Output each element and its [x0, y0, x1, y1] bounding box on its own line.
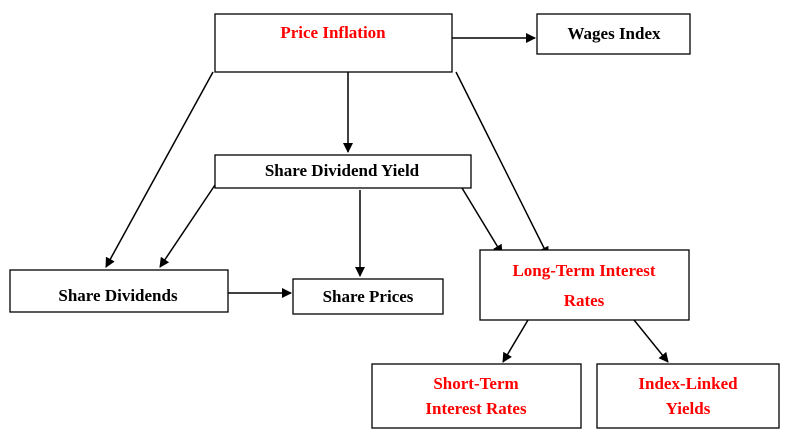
node-label: Interest Rates [425, 399, 527, 418]
arrow [633, 319, 669, 363]
arrow [502, 319, 529, 363]
node-box [214, 13, 453, 73]
node-label: Share Prices [323, 287, 414, 306]
node-label: Wages Index [567, 24, 661, 43]
node-label: Long-Term Interest [512, 261, 655, 280]
node-label: Share Dividends [58, 286, 178, 305]
node-label: Index-Linked [638, 374, 738, 393]
node-label: Short-Term [433, 374, 518, 393]
arrow [455, 71, 549, 257]
node-box [596, 363, 780, 429]
arrows [105, 33, 669, 363]
labels: Price Inflation Wages Index Share Divide… [58, 23, 738, 418]
boxes [9, 13, 780, 429]
node-label: Yields [666, 399, 711, 418]
node-box [292, 278, 444, 315]
node-box [9, 269, 229, 313]
node-label: Price Inflation [280, 23, 386, 42]
node-box [479, 249, 690, 321]
node-box [371, 363, 582, 429]
node-label: Share Dividend Yield [265, 161, 420, 180]
arrow [105, 71, 214, 268]
node-label: Rates [564, 291, 605, 310]
node-box [214, 154, 472, 189]
node-box [536, 13, 691, 55]
arrow [461, 187, 503, 255]
arrow [159, 184, 216, 268]
